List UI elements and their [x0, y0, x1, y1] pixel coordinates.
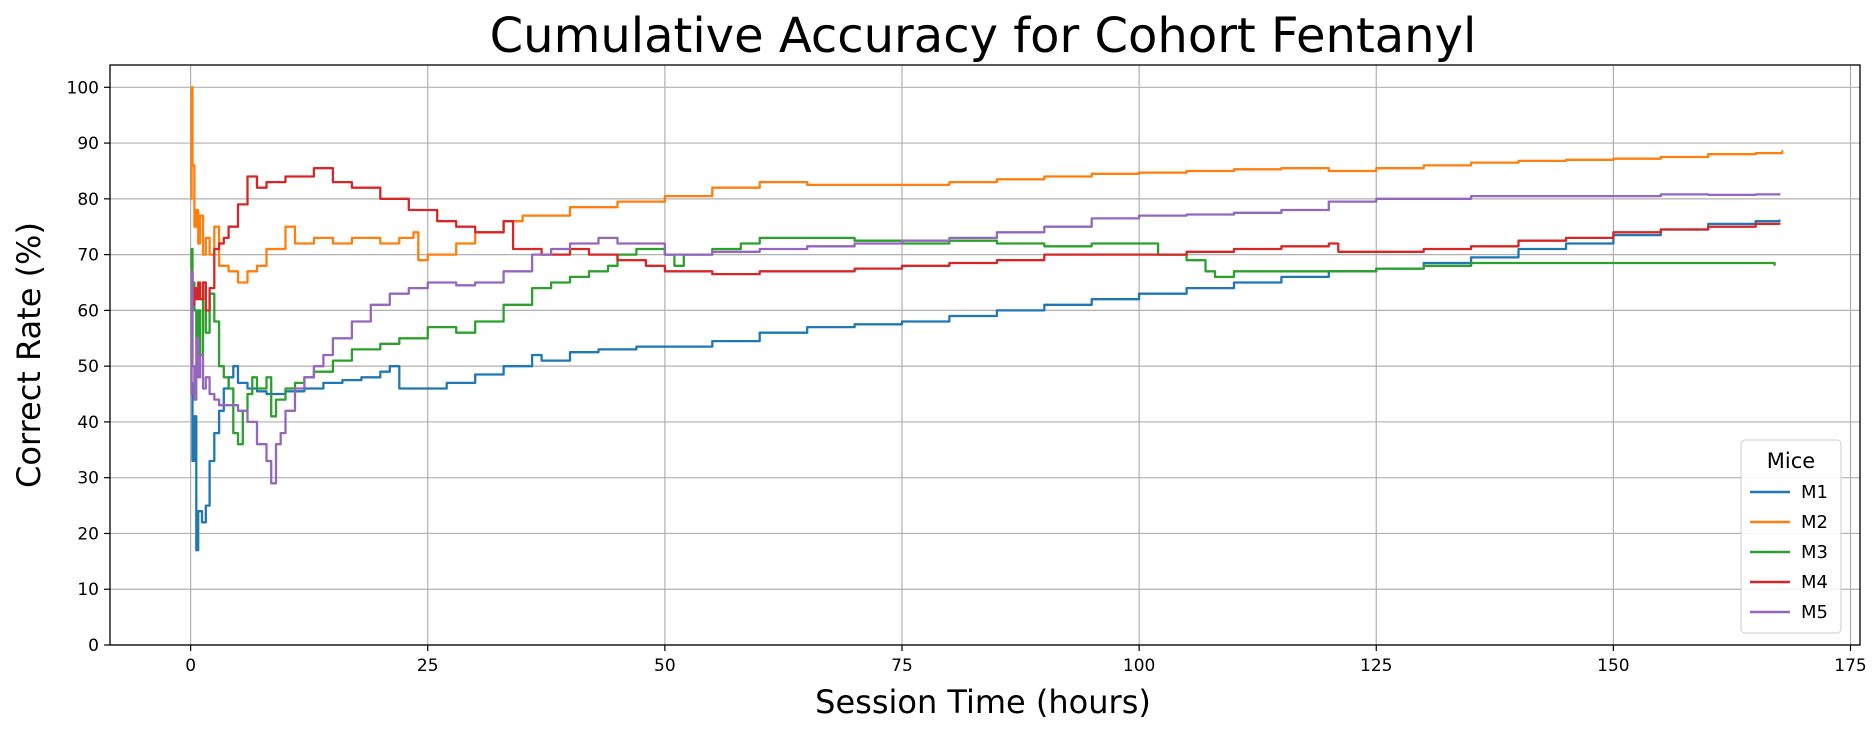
y-axis-title: Correct Rate (%): [10, 222, 48, 488]
x-tick-label: 25: [417, 656, 439, 676]
x-tick-label: 0: [185, 656, 196, 676]
legend: Mice M1 M2 M3 M4 M5: [1740, 439, 1842, 634]
y-tick-label: 0: [88, 636, 99, 656]
y-tick-label: 30: [77, 469, 99, 489]
x-tick-label: 125: [1360, 656, 1392, 676]
legend-label-m4: M4: [1801, 572, 1828, 593]
legend-label-m3: M3: [1801, 542, 1828, 563]
y-tick-label: 60: [77, 301, 99, 321]
legend-label-m2: M2: [1801, 512, 1828, 533]
y-tick-label: 20: [77, 524, 99, 544]
y-tick-label: 10: [77, 580, 99, 600]
x-tick-label: 150: [1597, 656, 1629, 676]
x-tick-label: 175: [1834, 656, 1866, 676]
legend-title: Mice: [1767, 449, 1815, 473]
y-tick-label: 70: [77, 246, 99, 266]
plot-frame: [109, 64, 1861, 646]
y-tick-label: 80: [77, 190, 99, 210]
x-axis-title: Session Time (hours): [815, 683, 1151, 721]
y-tick-label: 90: [77, 134, 99, 154]
x-tick-label: 100: [1123, 656, 1155, 676]
x-tick-label: 75: [891, 656, 913, 676]
series-group: [190, 86, 1784, 552]
legend-label-m1: M1: [1801, 482, 1828, 503]
legend-items: M1 M2 M3 M4 M5: [1750, 482, 1828, 623]
y-tick-label: 50: [77, 357, 99, 377]
chart-title: Cumulative Accuracy for Cohort Fentanyl: [490, 8, 1477, 64]
legend-box: [1740, 439, 1842, 634]
legend-label-m5: M5: [1801, 602, 1828, 623]
series-line-m5: [190, 193, 1781, 485]
y-tick-label: 100: [67, 78, 99, 98]
x-tick-label: 50: [654, 656, 676, 676]
series-line-m3: [190, 236, 1776, 446]
y-tick-label: 40: [77, 413, 99, 433]
ticks: 0 25 50 75 100 125 150 175 0 10 20 30 40 50 60 70 80 90 10…: [67, 78, 1867, 676]
